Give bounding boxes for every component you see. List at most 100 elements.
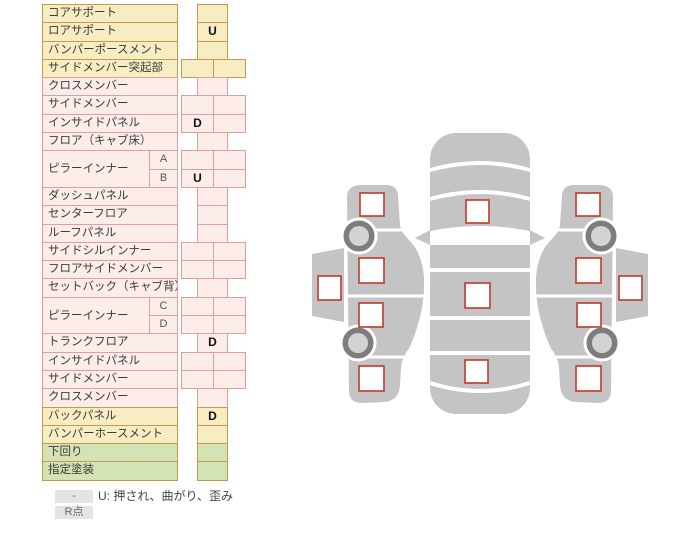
damage-cell[interactable]: U <box>197 22 228 42</box>
legend-badge-rpoint: R点 <box>55 506 93 519</box>
damage-cell[interactable] <box>197 278 228 298</box>
damage-cell[interactable]: D <box>197 333 228 353</box>
damage-cell[interactable] <box>197 461 228 481</box>
table-row: ロアサポート U <box>42 22 246 42</box>
table-row-group-pillar-rear: ピラーインナー C D <box>42 296 246 335</box>
damage-cell[interactable] <box>181 260 214 280</box>
part-label: バンパーポースメント <box>42 40 178 60</box>
part-label: インサイドパネル <box>42 351 178 371</box>
damage-cell[interactable] <box>197 424 228 445</box>
table-row: クロスメンバー <box>42 388 246 408</box>
table-row: 下回り <box>42 443 246 463</box>
damage-cell[interactable] <box>213 95 246 115</box>
damage-cell[interactable] <box>197 186 228 207</box>
damage-cell[interactable] <box>213 296 246 317</box>
left-mirror-icon <box>415 230 430 245</box>
damage-cell[interactable] <box>181 95 214 115</box>
parts-table: コアサポート ロアサポート U バンパーポースメント サイドメンバー突起部 クロス… <box>42 4 246 481</box>
legend: - U: 押され、曲がり、歪み R点 D: 押され・曲がり・歪み、 XX：交換跡… <box>55 489 410 535</box>
damage-cell[interactable]: D <box>197 406 228 426</box>
table-row: C <box>149 296 246 317</box>
pillar-sub-label: A <box>149 150 178 170</box>
damage-cell[interactable] <box>213 168 246 188</box>
table-row: D <box>149 315 246 335</box>
part-label: クロスメンバー <box>42 77 178 97</box>
damage-cell[interactable] <box>213 315 246 335</box>
damage-cell[interactable] <box>197 443 228 463</box>
table-row: サイドメンバー突起部 <box>42 58 246 79</box>
part-label: ピラーインナー <box>42 150 150 188</box>
car-side-view-right <box>534 183 650 405</box>
part-label: コアサポート <box>42 4 178 24</box>
table-row: フロアサイドメンバー <box>42 260 246 280</box>
windshield-gap <box>430 226 530 245</box>
table-row: バックパネル D <box>42 406 246 426</box>
part-label: ロアサポート <box>42 22 178 42</box>
damage-cell[interactable] <box>213 150 246 170</box>
damage-marker-roof[interactable] <box>464 282 491 309</box>
damage-cell[interactable] <box>197 77 228 97</box>
part-label: インサイドパネル <box>42 113 178 134</box>
table-row: バンパーポースメント <box>42 40 246 60</box>
part-label: フロアサイドメンバー <box>42 260 178 280</box>
car-top-silhouette <box>430 133 530 414</box>
legend-badge-dash: - <box>55 490 93 503</box>
damage-cell[interactable] <box>213 241 246 262</box>
pillar-sub-label: C <box>149 296 178 317</box>
legend-item: - U: 押され、曲がり、歪み <box>55 489 410 504</box>
part-label: クロスメンバー <box>42 388 178 408</box>
rear-bumper-line <box>429 381 531 393</box>
table-row: サイドメンバー <box>42 95 246 115</box>
part-label: 下回り <box>42 443 178 463</box>
damage-cell[interactable] <box>213 260 246 280</box>
car-top-view <box>415 133 545 414</box>
damage-cell[interactable] <box>181 369 214 390</box>
part-label: 指定塗装 <box>42 461 178 481</box>
part-label: ピラーインナー <box>42 296 150 335</box>
damage-cell[interactable] <box>213 351 246 371</box>
part-label: ダッシュパネル <box>42 186 178 207</box>
table-row: 指定塗装 <box>42 461 246 481</box>
damage-cell[interactable] <box>213 113 246 134</box>
table-row: インサイドパネル <box>42 351 246 371</box>
damage-cell[interactable]: U <box>181 168 214 188</box>
table-row: セットバック（キャブ背） <box>42 278 246 298</box>
part-label: ルーフパネル <box>42 223 178 243</box>
damage-cell[interactable] <box>197 223 228 243</box>
damage-cell[interactable] <box>213 58 246 79</box>
table-row: トランクフロア D <box>42 333 246 353</box>
damage-cell[interactable] <box>181 241 214 262</box>
pillar-sub-label: D <box>149 315 178 335</box>
damage-cell[interactable] <box>197 205 228 225</box>
table-row: サイドメンバー <box>42 369 246 390</box>
damage-cell[interactable] <box>197 132 228 152</box>
damage-cell[interactable] <box>197 388 228 408</box>
table-row: バンパーホースメント <box>42 424 246 445</box>
table-row: サイドシルインナー <box>42 241 246 262</box>
damage-cell[interactable] <box>181 296 214 317</box>
damage-cell[interactable] <box>181 315 214 335</box>
damage-marker-hood[interactable] <box>465 199 490 224</box>
table-row: クロスメンバー <box>42 77 246 97</box>
damage-cell[interactable] <box>181 58 214 79</box>
part-label: トランクフロア <box>42 333 178 353</box>
part-label: フロア（キャブ床） <box>42 132 178 152</box>
right-mirror-icon <box>530 230 545 245</box>
part-label: バックパネル <box>42 406 178 426</box>
legend-item: R点 D: 押され・曲がり・歪み、 XX：交換跡、XD：交換跡 （ダメージ有）、… <box>55 505 410 535</box>
part-label: サイドメンバー突起部 <box>42 58 178 79</box>
damage-cell[interactable] <box>181 351 214 371</box>
damage-marker-trunk[interactable] <box>464 359 489 384</box>
front-panel-line <box>429 190 531 201</box>
damage-cell[interactable] <box>197 4 228 24</box>
table-row: フロア（キャブ床） <box>42 132 246 152</box>
pillar-sub-label: B <box>149 168 178 188</box>
damage-cell[interactable] <box>213 369 246 390</box>
part-label: サイドメンバー <box>42 369 178 390</box>
damage-cell[interactable] <box>181 150 214 170</box>
damage-cell[interactable] <box>197 40 228 60</box>
damage-cell[interactable]: D <box>181 113 214 134</box>
part-label: サイドメンバー <box>42 95 178 115</box>
